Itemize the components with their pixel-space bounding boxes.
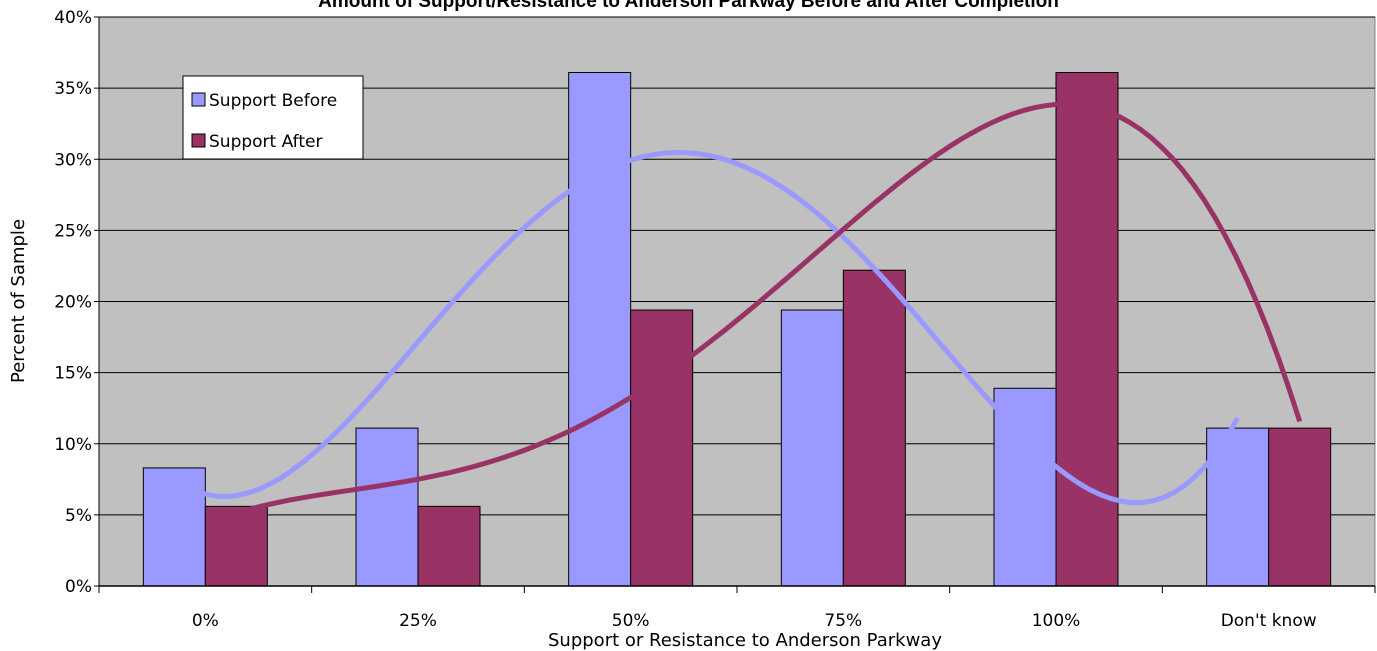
legend-swatch-support-before bbox=[191, 92, 206, 107]
trendline-support-before bbox=[172, 150, 1240, 506]
legend-swatch-support-after bbox=[191, 133, 206, 148]
y-tick-label: 15% bbox=[54, 364, 92, 384]
x-tick-label: 25% bbox=[399, 611, 437, 631]
y-tick-label: 40% bbox=[54, 8, 92, 28]
y-tick-label: 5% bbox=[65, 506, 92, 526]
x-tick-label: 0% bbox=[192, 611, 219, 631]
bar-support-after-50 bbox=[630, 309, 694, 587]
bar-support-after-0 bbox=[204, 505, 268, 587]
bar-support-before-50 bbox=[568, 71, 632, 587]
bar-support-after-75 bbox=[842, 269, 906, 587]
x-tick-label: 50% bbox=[612, 611, 650, 631]
y-tick-label: 30% bbox=[54, 150, 92, 170]
y-tick-label: 20% bbox=[54, 293, 92, 313]
y-tick-label: 25% bbox=[54, 221, 92, 241]
legend-label-support-before: Support Before bbox=[209, 91, 337, 111]
bar-support-after-don-t-know bbox=[1268, 427, 1332, 587]
bar-support-before-25 bbox=[355, 427, 419, 587]
bar-support-before-0 bbox=[142, 467, 206, 587]
trendline-support-after bbox=[235, 101, 1303, 516]
x-tick-label: 100% bbox=[1032, 611, 1081, 631]
bar-support-after-100 bbox=[1055, 71, 1119, 587]
legend-label-support-after: Support After bbox=[209, 132, 322, 152]
legend: Support Before Support After bbox=[182, 75, 364, 160]
x-axis-title: Support or Resistance to Anderson Parkwa… bbox=[548, 630, 942, 651]
bar-support-after-25 bbox=[417, 505, 481, 587]
legend-box bbox=[182, 75, 364, 160]
y-tick-label: 35% bbox=[54, 79, 92, 99]
x-tick-label: Don't know bbox=[1221, 611, 1317, 631]
bar-support-before-75 bbox=[780, 309, 844, 587]
y-tick-label: 0% bbox=[65, 577, 92, 597]
y-tick-label: 10% bbox=[54, 435, 92, 455]
x-tick-label: 75% bbox=[824, 611, 862, 631]
chart-title: Amount of Support/Resistance to Anderson… bbox=[318, 0, 1059, 12]
y-axis-title: Percent of Sample bbox=[8, 219, 29, 383]
